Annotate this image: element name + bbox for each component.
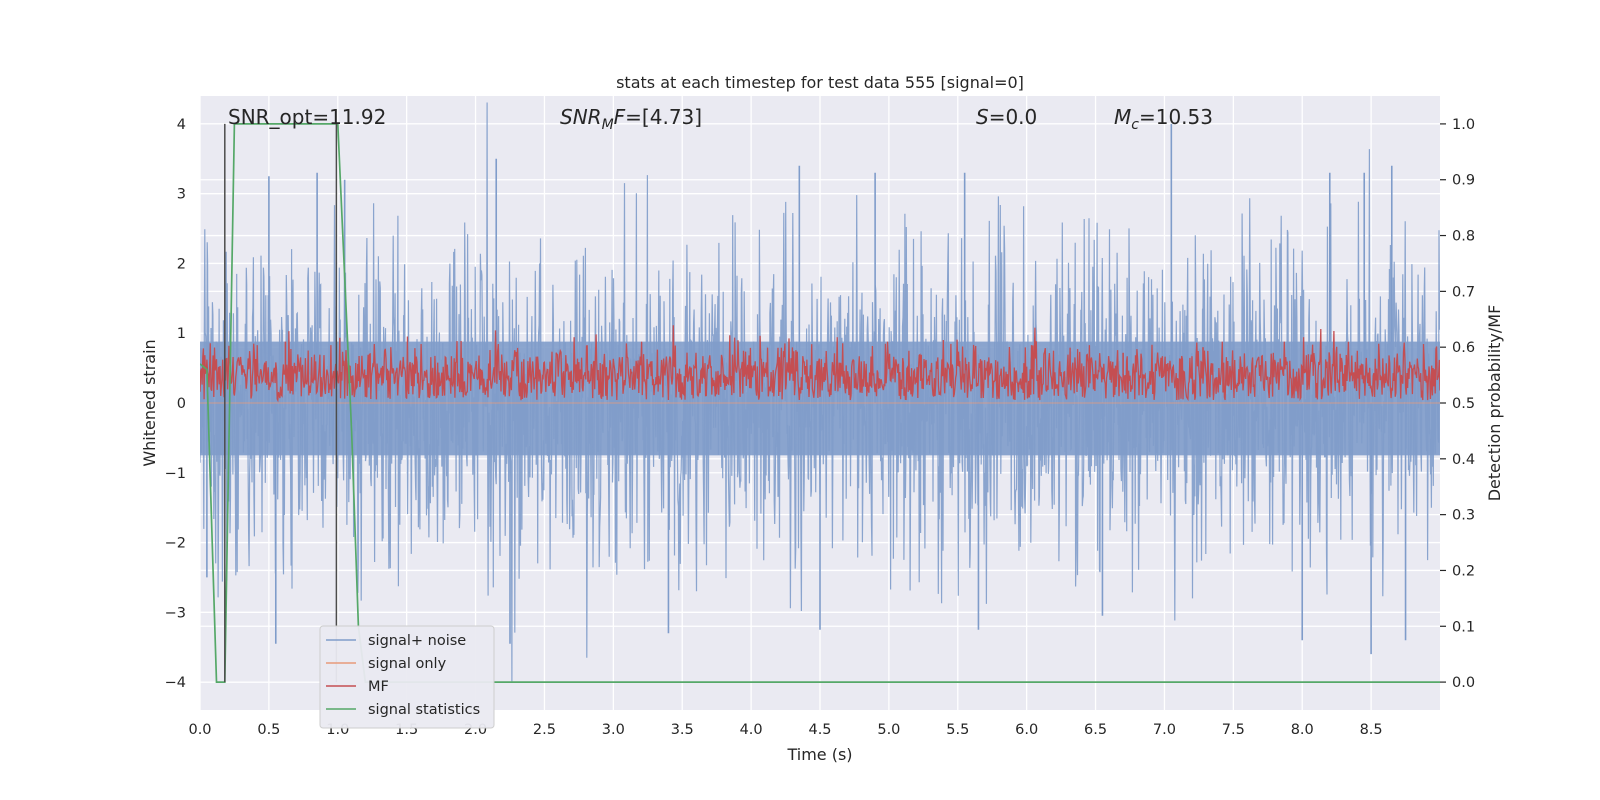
y-tick-label: 2	[177, 256, 186, 272]
annotation-part: F	[614, 105, 626, 129]
x-tick-label: 7.0	[1153, 722, 1176, 738]
annotation-part: S	[976, 105, 989, 129]
x-tick-label: 7.5	[1222, 722, 1245, 738]
y-tick-label-right: 1.0	[1452, 117, 1475, 133]
y-tick-label: −4	[165, 675, 186, 691]
x-tick-label: 0.5	[257, 722, 280, 738]
plot-area	[200, 102, 1440, 683]
y-tick-label-right: 0.9	[1452, 173, 1475, 189]
x-tick-label: 6.5	[1084, 722, 1107, 738]
y-tick-label-right: 0.8	[1452, 229, 1475, 245]
y-tick-label-right: 0.0	[1452, 675, 1475, 691]
y-tick-label: 3	[177, 187, 186, 203]
y-tick-label-right: 0.5	[1452, 396, 1475, 412]
chart-title: stats at each timestep for test data 555…	[616, 73, 1024, 92]
legend-box	[319, 625, 495, 729]
x-tick-label: 3.5	[671, 722, 694, 738]
y-tick-label-right: 0.7	[1452, 284, 1475, 300]
annotation-part: M	[602, 117, 614, 133]
x-tick-label: 2.5	[533, 722, 556, 738]
y-ticks-left: −4 −3 −2 −1 0 1 2 3 4	[165, 117, 186, 691]
annotation-part: =10.53	[1139, 105, 1213, 129]
annotation-part: M	[1114, 105, 1131, 129]
y-tick-label-right: 0.4	[1452, 452, 1475, 468]
x-axis-label: Time (s)	[786, 745, 852, 764]
x-tick-label: 6.0	[1015, 722, 1038, 738]
y-tick-label: 0	[177, 396, 186, 412]
annotations: SNR_opt=11.92 SNRMF=[4.73] S=0.0 Mc=10.53	[228, 105, 1213, 133]
annotation-part: SNR_opt=11.92	[228, 105, 386, 129]
x-tick-label: 8.5	[1360, 722, 1383, 738]
annotation-part: c	[1131, 117, 1139, 133]
legend-label: signal+ noise	[368, 633, 466, 649]
legend-label: signal statistics	[368, 702, 480, 718]
annotation-snr-opt: SNR_opt=11.92	[228, 105, 386, 129]
annotation-part: =[4.73]	[625, 105, 702, 129]
annotation-mc: Mc=10.53	[1114, 105, 1213, 133]
y-axis-label-right: Detection probability/MF	[1485, 305, 1504, 502]
y-tick-label-right: 0.2	[1452, 563, 1475, 579]
legend-label: MF	[368, 679, 389, 695]
legend: signal+ noise signal only MF signal statist…	[319, 625, 495, 729]
y-tick-label: 4	[177, 117, 186, 133]
x-tick-label: 3.0	[602, 722, 625, 738]
x-tick-label: 4.0	[740, 722, 763, 738]
series-mf	[200, 325, 1440, 403]
y-tick-label-right: 0.6	[1452, 340, 1475, 356]
x-tick-label: 5.0	[877, 722, 900, 738]
y-tick-label: −1	[165, 466, 186, 482]
annotation-part: =0.0	[989, 105, 1038, 129]
x-tick-label: 5.5	[946, 722, 969, 738]
y-tick-label-right: 0.3	[1452, 508, 1475, 524]
y-tick-label: −3	[165, 605, 186, 621]
x-tick-label: 4.5	[808, 722, 831, 738]
x-ticks: 0.0 0.5 1.0 1.5 2.0 2.5 3.0 3.5 4.0 4.5 5.0 5.5 6.0 6…	[188, 722, 1382, 738]
legend-label: signal only	[368, 656, 447, 672]
y-ticks-right: 0.0 0.1 0.2 0.3 0.4 0.5 0.6 0.7 0.8 0.9 1.0	[1440, 117, 1475, 691]
x-tick-label: 0.0	[188, 722, 211, 738]
y-axis-label: Whitened strain	[140, 339, 159, 466]
annotation-part: SNR	[560, 105, 602, 129]
annotation-snr-mf: SNRMF=[4.73]	[560, 105, 702, 133]
y-tick-label: −2	[165, 536, 186, 552]
y-tick-label: 1	[177, 326, 186, 342]
annotation-s-stat: S=0.0	[976, 105, 1037, 129]
x-tick-label: 8.0	[1291, 722, 1314, 738]
y-tick-label-right: 0.1	[1452, 619, 1475, 635]
